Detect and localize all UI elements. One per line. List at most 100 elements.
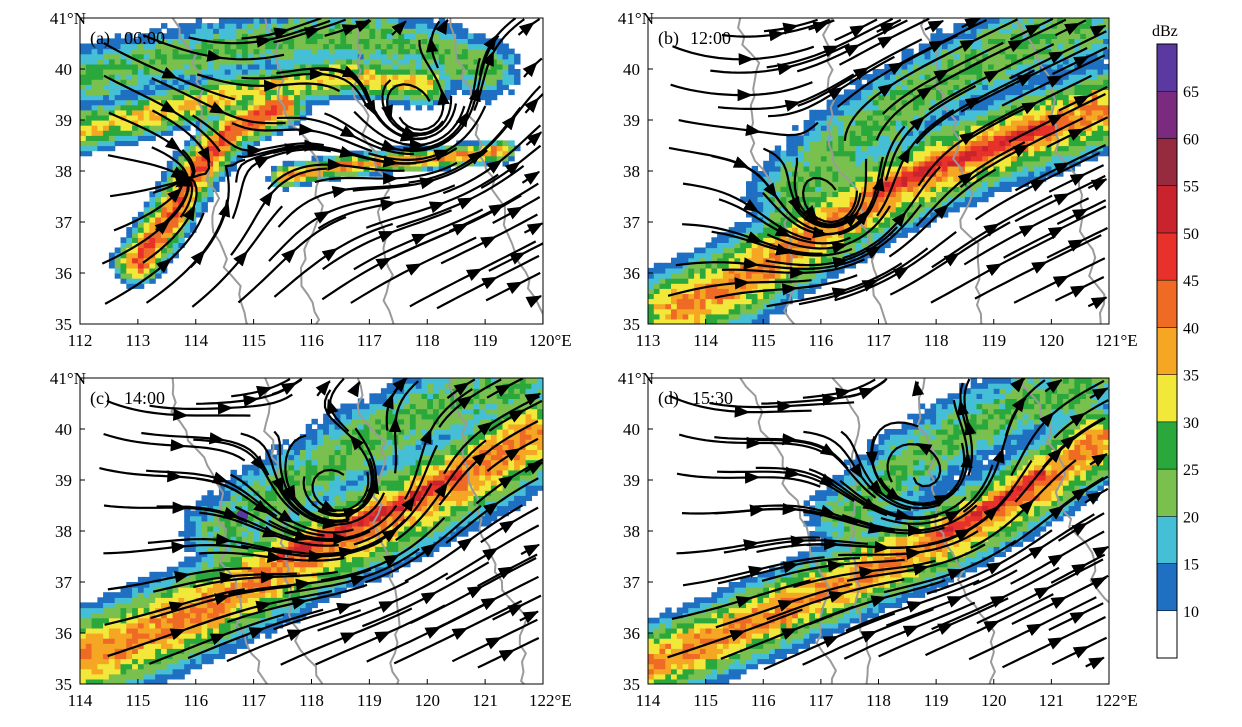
echo-cell [149,668,156,675]
echo-cell [380,38,388,45]
echo-cell [803,273,810,279]
echo-cell [1039,89,1047,96]
echo-cell [878,145,885,152]
echo-cell [676,313,684,320]
echo-cell [867,94,874,101]
echo-cell [247,69,255,75]
echo-cell [247,135,255,141]
echo-cell [340,48,347,55]
streamline-arrow [281,248,297,264]
echo-cell [485,69,492,75]
streamline-arrow [525,295,542,308]
echo-cell [988,79,995,85]
echo-cell [409,74,417,80]
echo-cell [97,607,104,614]
echo-cell [1097,89,1104,96]
echo-cell [820,120,828,126]
echo-cell [132,48,139,55]
echo-cell [108,653,116,660]
echo-cell [433,43,440,50]
echo-cell [236,120,243,126]
echo-cell [444,48,451,55]
echo-cell [404,165,411,172]
echo-cell [120,53,127,60]
echo-cell [1034,18,1041,24]
echo-cell [878,69,885,75]
streamline-arrow [1021,101,1038,115]
echo-cell [947,89,954,96]
echo-cell [688,278,695,284]
echo-cell [178,94,185,101]
echo-cell [108,663,116,670]
echo-cell [184,232,191,238]
echo-cell [867,196,874,203]
echo-cell [1068,125,1076,131]
echo-cell [126,38,133,45]
echo-cell [103,89,110,96]
echo-cell [964,150,972,157]
echo-cell [1091,58,1099,65]
echo-cell [1057,18,1064,24]
echo-cell [346,171,353,177]
echo-cell [282,104,289,111]
echo-cell [386,94,394,101]
echo-cell [421,74,428,80]
echo-cell [108,673,116,680]
echo-cell [820,242,828,249]
echo-cell [884,94,891,101]
echo-cell [334,43,341,50]
echo-cell [155,53,162,60]
echo-cell [340,38,347,45]
echo-cell [913,176,920,182]
echo-cell [838,191,845,198]
echo-cell [143,678,151,684]
echo-cell [918,222,926,228]
echo-cell [195,130,203,136]
echo-cell [288,120,295,126]
echo-cell [97,597,104,603]
echo-cell [184,74,191,80]
echo-cell [114,84,122,90]
echo-cell [1011,58,1018,65]
echo-cell [746,273,753,279]
echo-cell [941,43,949,50]
echo-cell [143,109,151,116]
echo-cell [213,63,220,70]
echo-cell [1062,145,1070,152]
streamline-arrow [378,231,395,243]
echo-cell [166,160,174,167]
echo-cell [369,171,376,177]
echo-cell [832,171,839,177]
echo-cell [288,58,295,65]
echo-cell [242,104,249,111]
echo-cell [1011,99,1018,106]
echo-cell [149,622,156,629]
echo-cell [259,18,266,24]
echo-cell [114,678,122,684]
echo-cell [172,48,179,55]
echo-cell [982,63,989,70]
echo-cell [1005,33,1012,39]
echo-cell [375,84,382,90]
echo-cell [838,109,845,116]
echo-cell [421,28,428,34]
echo-cell [930,130,937,136]
echo-cell [936,160,943,167]
echo-cell [786,257,793,264]
streamline-arrow [313,210,331,224]
echo-cell [1057,43,1064,50]
echo-cell [918,79,926,85]
echo-cell [746,318,753,324]
echo-cell [126,678,133,684]
echo-cell [832,150,839,157]
streamline-arrow [1018,224,1036,238]
echo-cell [363,53,370,60]
echo-cell [659,318,666,324]
echo-cell [665,267,672,274]
echo-cell [218,125,226,131]
echo-cell [890,89,897,96]
echo-cell [433,69,440,75]
echo-cell [832,216,839,223]
echo-cell [201,201,208,208]
echo-cell [184,38,191,45]
